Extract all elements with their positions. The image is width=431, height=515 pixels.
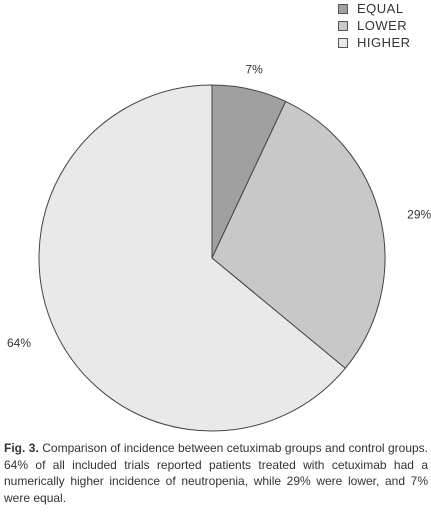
chart-legend: EQUAL LOWER HIGHER <box>338 0 411 51</box>
pie-slices <box>38 84 386 432</box>
legend-swatch <box>338 20 348 31</box>
pie-chart: 7% 29% 64% <box>7 63 431 432</box>
slice-label-higher: 64% <box>7 336 31 350</box>
slice-label-equal: 7% <box>245 63 263 77</box>
legend-label: HIGHER <box>357 35 411 50</box>
pie-labels: 7% 29% 64% <box>7 63 431 351</box>
legend-item-higher: HIGHER <box>338 34 411 51</box>
legend-item-lower: LOWER <box>338 17 411 34</box>
caption-text: Comparison of incidence between cetuxima… <box>4 441 428 505</box>
slice-label-lower: 29% <box>407 207 431 221</box>
pie-slice-higher <box>38 84 347 432</box>
legend-swatch <box>338 37 348 48</box>
caption-label: Fig. 3. <box>4 441 39 455</box>
figure-caption: Fig. 3. Comparison of incidence between … <box>4 440 428 506</box>
legend-item-equal: EQUAL <box>338 0 411 17</box>
legend-label: EQUAL <box>357 1 404 16</box>
pie-slice-lower <box>211 100 386 369</box>
legend-swatch <box>338 3 348 14</box>
legend-label: LOWER <box>357 18 408 33</box>
